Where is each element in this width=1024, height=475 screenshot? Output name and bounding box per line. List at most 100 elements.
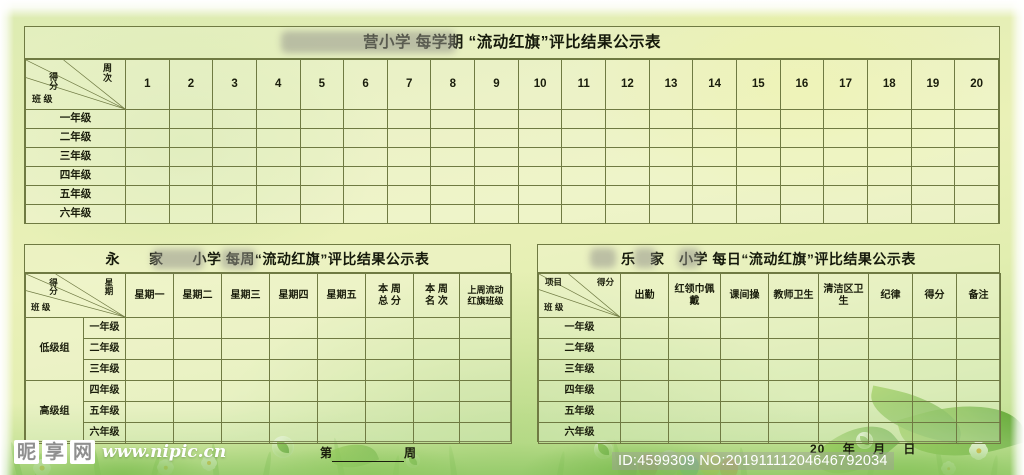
daily-cell[interactable] <box>668 338 721 360</box>
semester-cell[interactable] <box>561 166 607 186</box>
semester-cell[interactable] <box>605 109 650 129</box>
weekly-cell[interactable] <box>459 338 512 360</box>
semester-cell[interactable] <box>866 109 912 129</box>
weekly-cell[interactable] <box>413 401 460 423</box>
semester-cell[interactable] <box>823 147 868 167</box>
semester-cell[interactable] <box>343 147 388 167</box>
semester-cell[interactable] <box>910 147 956 167</box>
weekly-cell[interactable] <box>269 338 318 360</box>
semester-cell[interactable] <box>692 147 737 167</box>
semester-cell[interactable] <box>343 128 388 148</box>
semester-cell[interactable] <box>255 128 301 148</box>
daily-cell[interactable] <box>818 401 869 423</box>
semester-cell[interactable] <box>605 147 650 167</box>
daily-cell[interactable] <box>868 380 913 402</box>
weekly-cell[interactable] <box>173 422 222 444</box>
semester-cell[interactable] <box>866 128 912 148</box>
semester-cell[interactable] <box>823 109 868 129</box>
semester-cell[interactable] <box>517 147 563 167</box>
semester-cell[interactable] <box>299 109 345 129</box>
weekly-cell[interactable] <box>413 317 460 339</box>
semester-cell[interactable] <box>299 166 345 186</box>
semester-cell[interactable] <box>430 147 476 167</box>
semester-cell[interactable] <box>605 185 650 205</box>
semester-cell[interactable] <box>648 204 694 224</box>
semester-cell[interactable] <box>386 109 432 129</box>
semester-cell[interactable] <box>255 204 301 224</box>
semester-cell[interactable] <box>212 128 257 148</box>
semester-cell[interactable] <box>125 109 170 129</box>
semester-cell[interactable] <box>299 204 345 224</box>
semester-cell[interactable] <box>517 109 563 129</box>
semester-cell[interactable] <box>474 147 519 167</box>
weekly-cell[interactable] <box>413 338 460 360</box>
semester-cell[interactable] <box>255 185 301 205</box>
semester-cell[interactable] <box>823 185 868 205</box>
semester-cell[interactable] <box>910 128 956 148</box>
semester-cell[interactable] <box>779 204 825 224</box>
weekly-cell[interactable] <box>173 317 222 339</box>
semester-cell[interactable] <box>474 109 519 129</box>
daily-cell[interactable] <box>956 380 1001 402</box>
semester-cell[interactable] <box>299 147 345 167</box>
semester-cell[interactable] <box>954 166 999 186</box>
daily-cell[interactable] <box>868 401 913 423</box>
semester-cell[interactable] <box>823 204 868 224</box>
semester-cell[interactable] <box>779 166 825 186</box>
weekly-cell[interactable] <box>365 380 414 402</box>
weekly-cell[interactable] <box>269 401 318 423</box>
daily-cell[interactable] <box>720 401 769 423</box>
semester-cell[interactable] <box>605 128 650 148</box>
semester-cell[interactable] <box>430 128 476 148</box>
semester-cell[interactable] <box>561 128 607 148</box>
daily-cell[interactable] <box>956 359 1001 381</box>
daily-cell[interactable] <box>720 380 769 402</box>
semester-cell[interactable] <box>823 128 868 148</box>
daily-cell[interactable] <box>912 338 957 360</box>
weekly-cell[interactable] <box>221 338 270 360</box>
daily-cell[interactable] <box>818 359 869 381</box>
weekly-cell[interactable] <box>459 422 512 444</box>
semester-cell[interactable] <box>255 166 301 186</box>
daily-cell[interactable] <box>818 422 869 444</box>
daily-cell[interactable] <box>868 317 913 339</box>
semester-cell[interactable] <box>343 166 388 186</box>
daily-cell[interactable] <box>668 359 721 381</box>
daily-cell[interactable] <box>620 380 669 402</box>
daily-cell[interactable] <box>668 380 721 402</box>
weekly-cell[interactable] <box>365 422 414 444</box>
weekly-cell[interactable] <box>317 317 366 339</box>
daily-cell[interactable] <box>818 338 869 360</box>
daily-cell[interactable] <box>912 401 957 423</box>
semester-cell[interactable] <box>125 166 170 186</box>
weekly-cell[interactable] <box>317 338 366 360</box>
daily-cell[interactable] <box>668 401 721 423</box>
daily-cell[interactable] <box>768 359 819 381</box>
weekly-cell[interactable] <box>317 359 366 381</box>
semester-cell[interactable] <box>168 185 214 205</box>
daily-cell[interactable] <box>768 317 819 339</box>
semester-cell[interactable] <box>386 166 432 186</box>
weekly-cell[interactable] <box>269 317 318 339</box>
daily-cell[interactable] <box>768 380 819 402</box>
weekly-cell[interactable] <box>125 317 174 339</box>
weekly-cell[interactable] <box>459 401 512 423</box>
daily-cell[interactable] <box>768 338 819 360</box>
semester-cell[interactable] <box>692 166 737 186</box>
semester-cell[interactable] <box>430 185 476 205</box>
semester-cell[interactable] <box>168 204 214 224</box>
weekly-cell[interactable] <box>125 359 174 381</box>
weekly-cell[interactable] <box>221 422 270 444</box>
semester-cell[interactable] <box>910 109 956 129</box>
weekly-cell[interactable] <box>269 380 318 402</box>
daily-cell[interactable] <box>868 359 913 381</box>
semester-cell[interactable] <box>823 166 868 186</box>
semester-cell[interactable] <box>605 166 650 186</box>
weekly-cell[interactable] <box>221 401 270 423</box>
semester-cell[interactable] <box>430 204 476 224</box>
semester-cell[interactable] <box>343 185 388 205</box>
daily-cell[interactable] <box>868 422 913 444</box>
semester-cell[interactable] <box>561 185 607 205</box>
daily-cell[interactable] <box>956 401 1001 423</box>
semester-cell[interactable] <box>168 109 214 129</box>
